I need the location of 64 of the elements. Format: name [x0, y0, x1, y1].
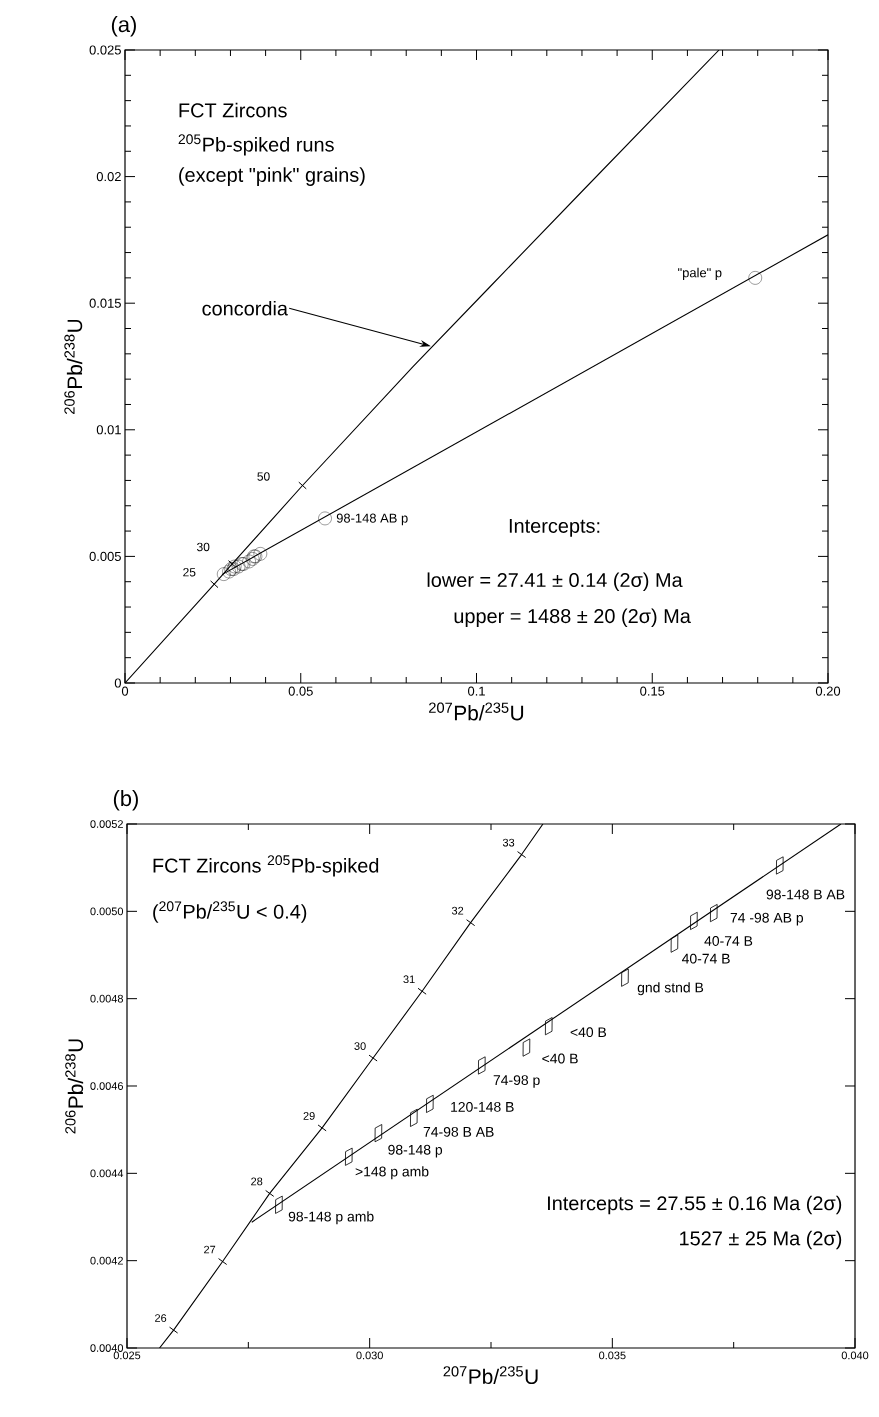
y-tick-label: 0.0046	[90, 1082, 123, 1090]
annotation: 31	[403, 975, 415, 984]
annotation: 98-148 p	[388, 1144, 443, 1158]
x-tick-label: 0.1	[468, 686, 485, 696]
annotation: 50	[257, 472, 270, 481]
y-tick-label: 0.0052	[90, 820, 123, 828]
annotation: 25	[183, 568, 196, 577]
annotation: FCT Zircons	[179, 102, 287, 118]
annotation: 26	[155, 1314, 167, 1322]
annotation: gnd stnd B	[637, 982, 704, 996]
annotation: $^{205}$Pb-spiked runs	[178, 134, 334, 156]
annotation: 30	[197, 542, 210, 552]
annotation: 74-98 B AB	[423, 1126, 494, 1137]
annotation: 98-148 AB p	[336, 513, 408, 526]
annotation: 27	[204, 1245, 216, 1254]
annotation: 33	[502, 838, 515, 847]
annotation: 74 -98 AB p	[730, 912, 804, 926]
y-axis-title: $^{206}$Pb/$^{238}$U	[64, 319, 83, 414]
annotation: FCT Zircons $^{205}$Pb-spiked	[153, 855, 379, 877]
annotation: (except "pink" grains)	[179, 167, 365, 186]
annotation: 30	[354, 1042, 366, 1050]
y-tick-label: 0.0040	[90, 1344, 124, 1352]
x-tick-label: 0.035	[599, 1351, 626, 1360]
y-tick-label: 0.01	[96, 425, 121, 435]
annotation: 98-148 p amb	[288, 1211, 374, 1225]
x-tick-label: 0.20	[815, 686, 841, 696]
annotation: 29	[303, 1112, 315, 1120]
y-axis-title: $^{206}$Pb/$^{238}$U	[65, 1039, 84, 1134]
annotation: >148 p amb	[355, 1166, 429, 1180]
y-tick-label: 0.0048	[90, 994, 123, 1003]
annotation: 1527 ± 25 Ma (2σ)	[680, 1230, 842, 1250]
chart-title: (a)	[111, 16, 136, 37]
annotation: 40-74 B	[681, 953, 730, 964]
annotation: <40 B	[542, 1053, 578, 1064]
annotation: concordia	[202, 300, 288, 316]
x-axis-title: $^{207}$Pb/$^{235}$U	[429, 702, 524, 721]
x-tick-label: 0.030	[356, 1351, 383, 1360]
y-tick-label: 0.005	[89, 551, 121, 561]
annotation: "pale" p	[678, 267, 722, 280]
x-tick-label: 0.05	[288, 686, 313, 696]
annotation: <40 B	[570, 1027, 607, 1038]
y-tick-label: 0.015	[89, 298, 121, 308]
annotation: lower = 27.41 ± 0.14 (2σ) Ma	[427, 572, 683, 591]
annotation: 40-74 B	[704, 935, 753, 946]
annotation: upper = 1488 ± 20 (2σ) Ma	[454, 608, 691, 628]
chart-title: (b)	[113, 790, 138, 811]
annotation: Intercepts:	[509, 518, 600, 537]
annotation: ($^{207}$Pb/$^{235}$U < 0.4)	[153, 901, 307, 923]
x-tick-label: 0.15	[640, 686, 665, 696]
annotation: 28	[251, 1177, 263, 1186]
annotation: 32	[451, 906, 464, 915]
annotation: 120-148 B	[451, 1101, 514, 1112]
y-tick-label: 0.0050	[90, 907, 124, 916]
annotation: 74-98 p	[493, 1075, 540, 1088]
annotation: 98-148 B AB	[766, 889, 845, 900]
y-tick-label: 0	[114, 678, 121, 688]
x-tick-label: 0.025	[113, 1351, 141, 1360]
y-tick-label: 0.02	[96, 172, 121, 182]
y-tick-label: 0.025	[89, 45, 121, 55]
y-tick-label: 0.0042	[90, 1256, 123, 1265]
y-tick-label: 0.0044	[90, 1169, 124, 1178]
x-axis-title: $^{207}$Pb/$^{235}$U	[443, 1366, 538, 1385]
annotation: Intercepts = 27.55 ± 0.16 Ma (2σ)	[548, 1195, 842, 1215]
x-tick-label: 0.040	[841, 1351, 869, 1360]
